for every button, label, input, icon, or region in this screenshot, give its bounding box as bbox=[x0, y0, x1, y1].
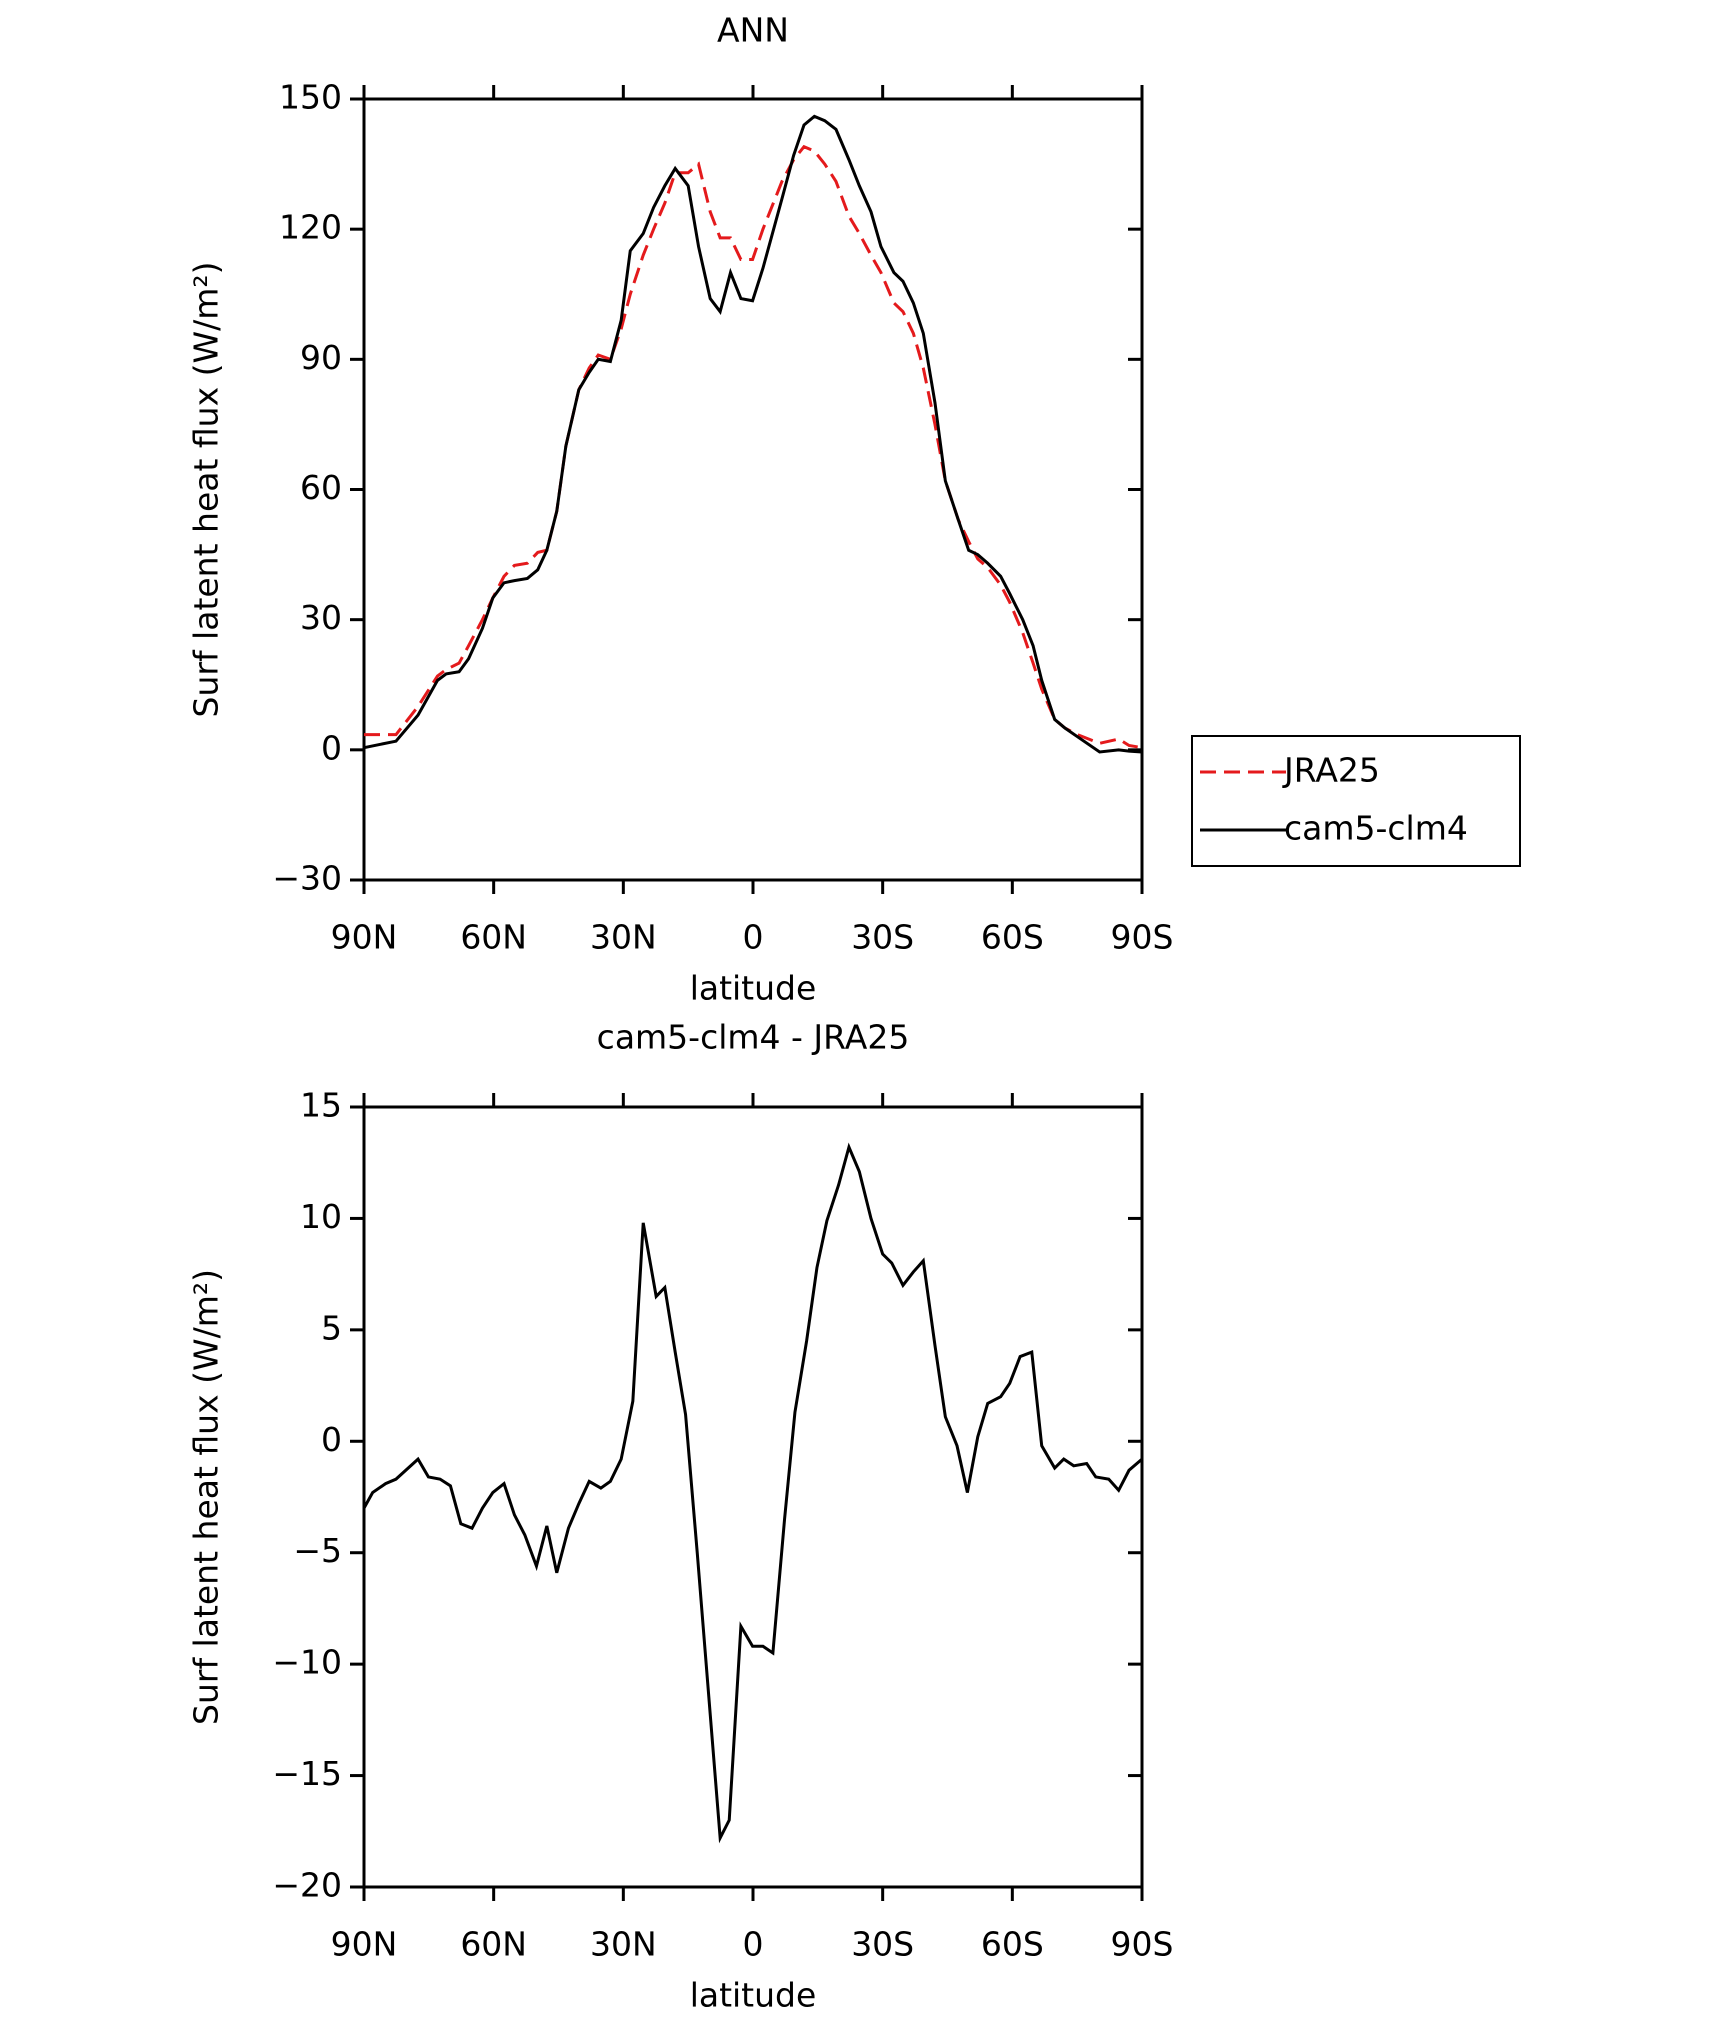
y-tick-label: 60 bbox=[300, 468, 342, 507]
data-line bbox=[362, 1142, 1143, 1844]
x-tick-label: 90N bbox=[331, 1925, 398, 1964]
y-tick-label: 5 bbox=[321, 1308, 342, 1347]
x-tick-label: 30N bbox=[590, 918, 657, 957]
y-tick-label: 10 bbox=[300, 1197, 342, 1236]
x-tick-label: 30S bbox=[851, 918, 914, 957]
legend-label: JRA25 bbox=[1282, 751, 1380, 790]
plot-frame bbox=[362, 97, 1144, 882]
x-tick-label: 60S bbox=[981, 1925, 1044, 1964]
x-tick-label: 0 bbox=[743, 1925, 764, 1964]
x-tick-label: 60N bbox=[460, 1925, 527, 1964]
y-tick-label: 0 bbox=[321, 728, 342, 767]
y-tick-label: 15 bbox=[300, 1086, 342, 1125]
x-tick-label: 60N bbox=[460, 918, 527, 957]
x-tick-label: 30N bbox=[590, 1925, 657, 1964]
y-tick-label: −10 bbox=[272, 1643, 342, 1682]
x-tick-label: 0 bbox=[743, 918, 764, 957]
y-tick-label: 30 bbox=[300, 598, 342, 637]
x-axis-label: latitude bbox=[690, 969, 817, 1008]
x-tick-label: 30S bbox=[851, 1925, 914, 1964]
chart-title: ANN bbox=[717, 11, 789, 50]
x-tick-label: 90N bbox=[331, 918, 398, 957]
y-tick-label: 90 bbox=[300, 338, 342, 377]
x-axis-label: latitude bbox=[690, 1976, 817, 2015]
y-axis-label: Surf latent heat flux (W/m²) bbox=[187, 262, 226, 718]
y-tick-label: −30 bbox=[272, 859, 342, 898]
plot-frame bbox=[362, 1105, 1144, 1889]
y-tick-label: 120 bbox=[279, 208, 342, 247]
y-axis-label: Surf latent heat flux (W/m²) bbox=[187, 1269, 226, 1725]
x-tick-label: 90S bbox=[1111, 1925, 1174, 1964]
chart-title: cam5-clm4 - JRA25 bbox=[597, 1018, 910, 1057]
y-tick-label: −20 bbox=[272, 1866, 342, 1905]
x-tick-label: 60S bbox=[981, 918, 1044, 957]
x-tick-label: 90S bbox=[1111, 918, 1174, 957]
data-line bbox=[363, 114, 1143, 754]
y-tick-label: 0 bbox=[321, 1420, 342, 1459]
legend-box bbox=[1191, 735, 1521, 867]
legend-label: cam5-clm4 bbox=[1284, 809, 1468, 848]
y-tick-label: 150 bbox=[279, 78, 342, 117]
y-tick-label: −5 bbox=[293, 1531, 342, 1570]
y-tick-label: −15 bbox=[272, 1754, 342, 1793]
data-line bbox=[364, 144, 1143, 750]
